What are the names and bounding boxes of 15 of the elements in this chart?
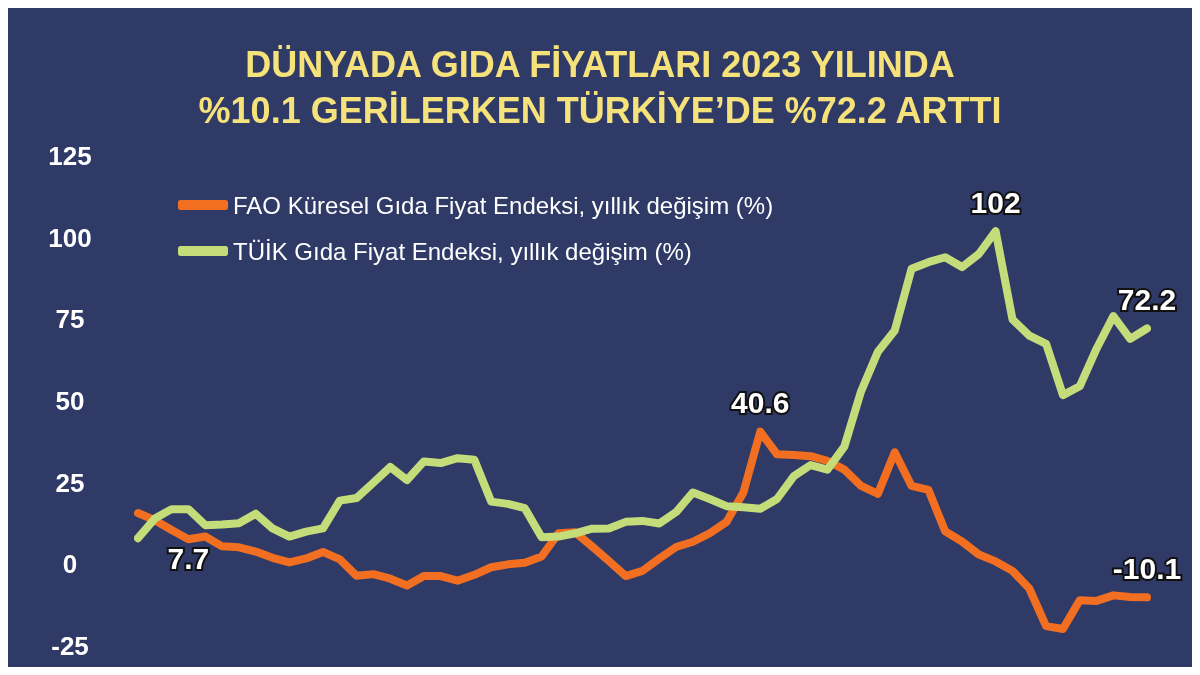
y-tick-label: 100 xyxy=(48,222,92,253)
data-label: 7.7 xyxy=(167,541,210,575)
data-label: 72.2 xyxy=(1117,282,1177,316)
data-label: 102 xyxy=(970,185,1021,219)
legend-label: TÜİK Gıda Fiyat Endeksi, yıllık değişim (%) xyxy=(233,237,692,265)
data-label: -10.1 xyxy=(1112,551,1182,585)
y-tick-label: 0 xyxy=(62,549,78,580)
y-tick-label: 25 xyxy=(55,467,85,498)
data-label: 40.6 xyxy=(731,386,790,420)
y-tick-label: 75 xyxy=(55,304,85,335)
y-tick-label: 50 xyxy=(55,386,85,416)
y-tick-label: 125 xyxy=(48,141,92,171)
chart-title: DÜNYADA GIDA FİYATLARI 2023 YILINDA %10.1 GERİLERKEN TÜRKİYE’DE %72.2 ARTTI xyxy=(198,43,1002,131)
legend-label: FAO Küresel Gıda Fiyat Endeksi, yıllık değişim (%) xyxy=(233,191,774,219)
y-tick-label: -25 xyxy=(51,631,89,661)
